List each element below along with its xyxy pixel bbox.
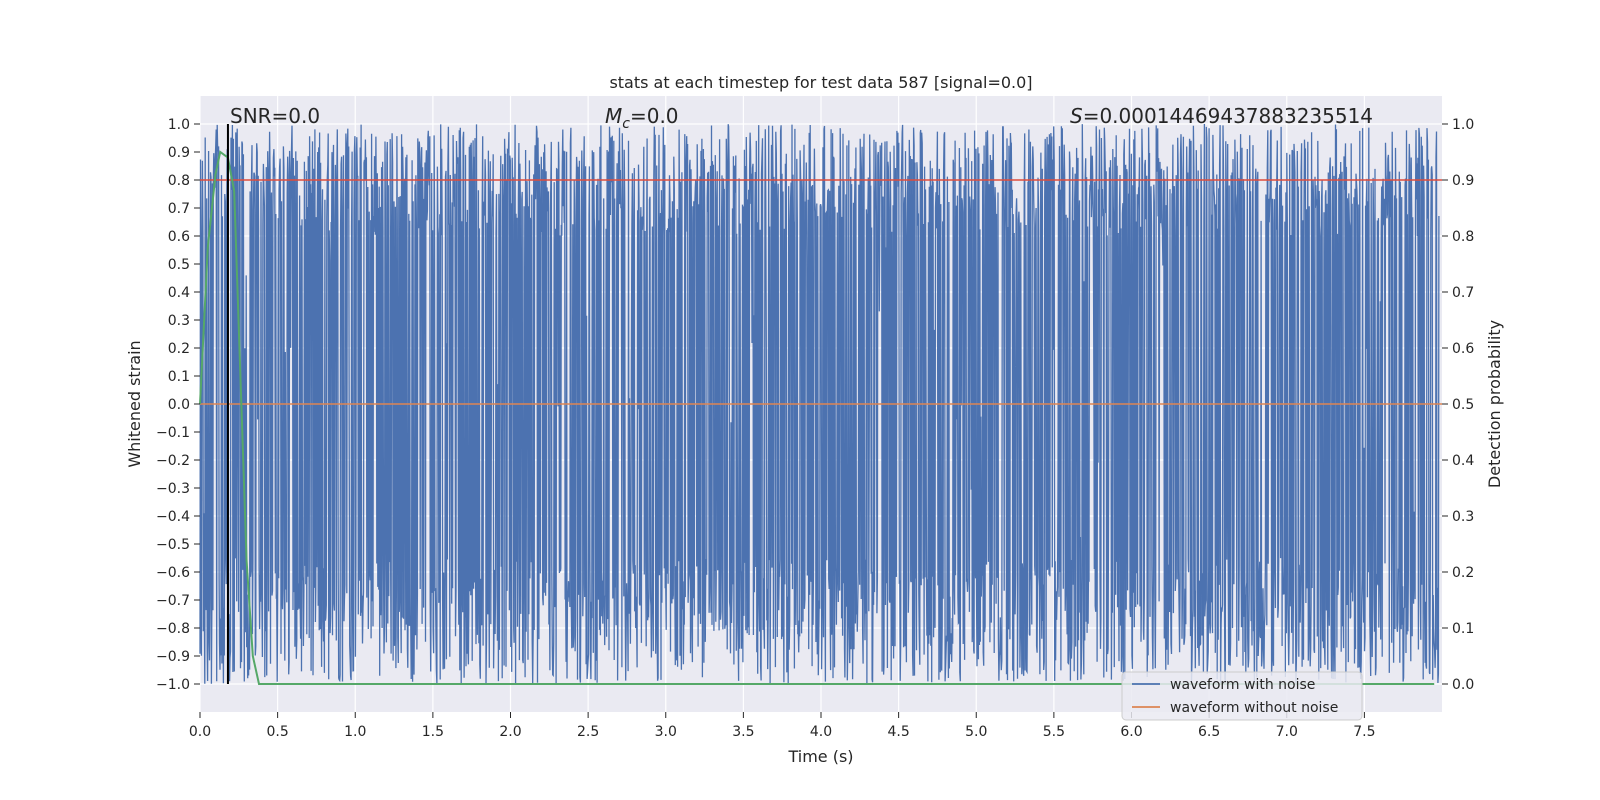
y2-axis-ticks: 1.0 0.9 0.8 0.7 0.6 0.5 0.4 0.3 0.2 0.1 0.0 (1442, 117, 1474, 693)
x-tick-label: 7.5 (1353, 724, 1375, 740)
x-tick-label: 6.5 (1198, 724, 1220, 740)
y-tick-label: −0.9 (156, 649, 190, 665)
y-tick-label: −0.4 (156, 509, 190, 525)
legend-label-noise: waveform with noise (1170, 677, 1315, 693)
y2-tick-label: 0.6 (1452, 341, 1474, 357)
x-tick-label: 1.0 (344, 724, 366, 740)
y-tick-label: 0.4 (168, 285, 190, 301)
y-tick-label: −0.5 (156, 537, 190, 553)
x-tick-label: 3.0 (655, 724, 677, 740)
y-tick-label: 0.0 (168, 397, 190, 413)
s-annotation: S=0.00014469437883235514 (1070, 104, 1373, 128)
y-tick-label: −0.3 (156, 481, 190, 497)
mc-subscript: c (622, 116, 630, 132)
y2-tick-label: 1.0 (1452, 117, 1474, 133)
noise-waveform-line (199, 123, 1440, 685)
y2-axis-label: Detection probability (1485, 320, 1504, 488)
y2-tick-label: 0.8 (1452, 229, 1474, 245)
chirp-mass-annotation: Mc=0.0 (605, 104, 679, 132)
x-tick-label: 2.5 (577, 724, 599, 740)
mc-value: =0.0 (630, 104, 679, 128)
x-tick-label: 0.5 (266, 724, 288, 740)
y2-tick-label: 0.4 (1452, 453, 1474, 469)
y2-tick-label: 0.1 (1452, 621, 1474, 637)
y2-tick-label: 0.3 (1452, 509, 1474, 525)
y2-tick-label: 0.2 (1452, 565, 1474, 581)
x-axis-ticks: 0.0 0.5 1.0 1.5 2.0 2.5 3.0 3.5 4.0 4.5 5.0 5.5 6.0 6… (189, 712, 1376, 740)
y-tick-label: −0.8 (156, 621, 190, 637)
legend: waveform with noise waveform without noi… (1121, 671, 1363, 721)
x-tick-label: 5.0 (965, 724, 987, 740)
y-tick-label: 0.1 (168, 369, 190, 385)
y-tick-label: −0.2 (156, 453, 190, 469)
probability-line (199, 150, 1435, 685)
y-tick-label: −0.1 (156, 425, 190, 441)
x-tick-label: 6.0 (1120, 724, 1142, 740)
y2-tick-label: 0.7 (1452, 285, 1474, 301)
legend-box (1121, 671, 1363, 721)
x-tick-label: 3.5 (732, 724, 754, 740)
y-tick-label: 0.9 (168, 145, 190, 161)
y-tick-label: 0.5 (168, 257, 190, 273)
y-tick-label: −0.7 (156, 593, 190, 609)
x-tick-label: 4.0 (810, 724, 832, 740)
y-axis-label: Whitened strain (125, 340, 144, 467)
y-tick-label: 0.7 (168, 201, 190, 217)
x-tick-label: 0.0 (189, 724, 211, 740)
x-axis-label: Time (s) (787, 747, 853, 766)
y-axis-ticks: 1.0 0.9 0.8 0.7 0.6 0.5 0.4 0.3 0.2 0.1 0.0 −0.1 −0.… (156, 117, 200, 693)
y-tick-label: 1.0 (168, 117, 190, 133)
x-tick-label: 4.5 (887, 724, 909, 740)
y2-tick-label: 0.9 (1452, 173, 1474, 189)
y-tick-label: 0.8 (168, 173, 190, 189)
snr-annotation: SNR=0.0 (230, 104, 320, 128)
legend-label-clean: waveform without noise (1170, 700, 1338, 716)
mc-symbol: M (605, 104, 622, 128)
x-tick-label: 7.0 (1276, 724, 1298, 740)
chart-title: stats at each timestep for test data 587… (609, 73, 1032, 92)
chart-marks (199, 124, 1442, 685)
x-tick-label: 2.0 (499, 724, 521, 740)
y-tick-label: −0.6 (156, 565, 190, 581)
y-tick-label: 0.6 (168, 229, 190, 245)
y-tick-label: 0.3 (168, 313, 190, 329)
x-tick-label: 1.5 (422, 724, 444, 740)
y2-tick-label: 0.0 (1452, 677, 1474, 693)
s-value: =0.00014469437883235514 (1083, 104, 1373, 128)
y-tick-label: 0.2 (168, 341, 190, 357)
y2-tick-label: 0.5 (1452, 397, 1474, 413)
x-tick-label: 5.5 (1043, 724, 1065, 740)
series-waveform-with-noise (199, 123, 1440, 685)
y-tick-label: −1.0 (156, 677, 190, 693)
s-symbol: S (1070, 104, 1083, 128)
